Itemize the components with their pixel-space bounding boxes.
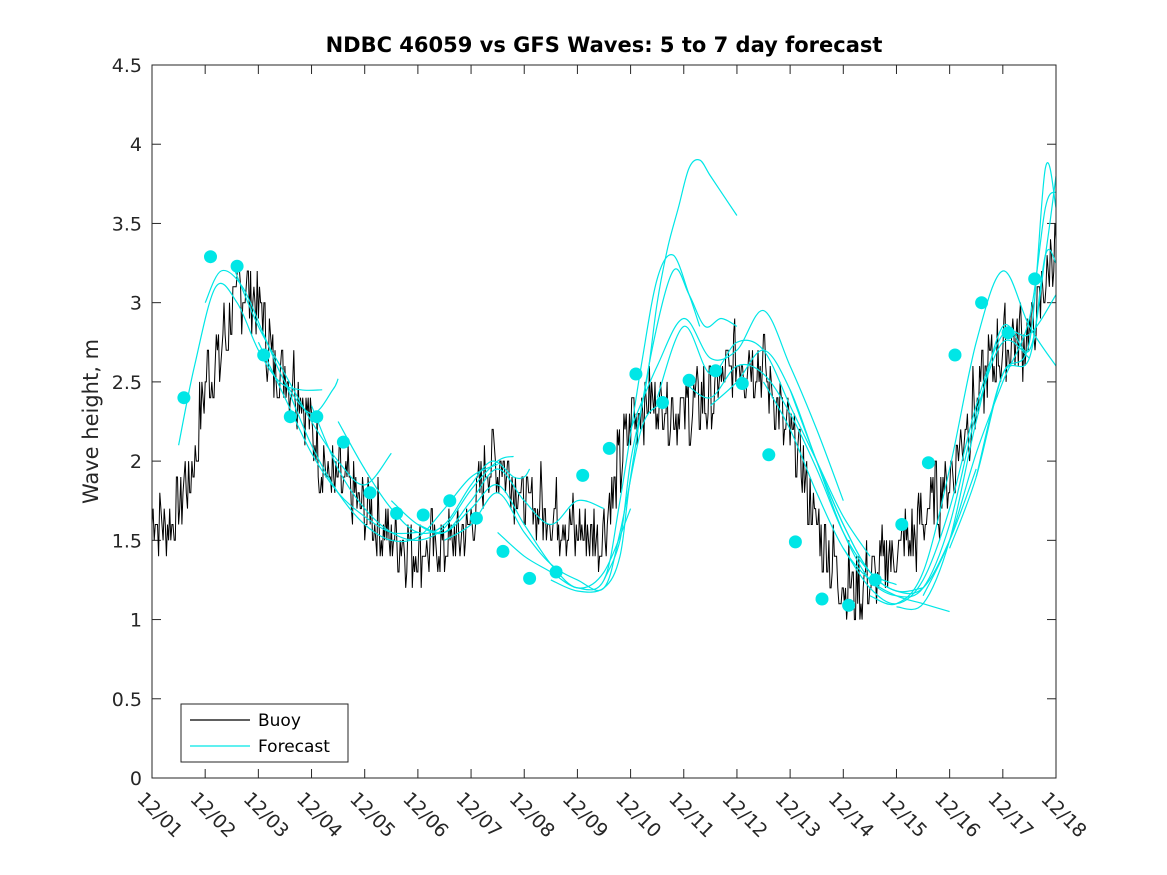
forecast-line: [869, 270, 1056, 606]
forecast-point: [576, 468, 590, 482]
forecast-series: [178, 159, 1056, 613]
forecast-point: [948, 348, 962, 362]
forecast-point: [762, 448, 776, 462]
forecast-point: [204, 250, 217, 264]
legend-label-buoy: Buoy: [258, 711, 301, 731]
forecast-line: [231, 262, 392, 486]
forecast-point: [230, 259, 244, 273]
forecast-point: [283, 410, 297, 424]
forecast-point: [629, 367, 643, 381]
legend: Buoy Forecast: [180, 703, 349, 763]
chart-title: NDBC 46059 vs GFS Waves: 5 to 7 day fore…: [326, 33, 883, 57]
forecast-line: [630, 310, 844, 501]
plot-frame: [151, 64, 1057, 779]
forecast-line: [683, 363, 897, 586]
forecast-point: [363, 486, 377, 500]
forecast-line: [603, 159, 738, 581]
forecast-line: [975, 248, 1056, 478]
forecast-line: [310, 405, 514, 542]
forecast-point: [1028, 272, 1042, 286]
forecast-point: [390, 506, 404, 520]
forecast-point: [177, 391, 191, 405]
y-tick-label: 1: [130, 610, 142, 632]
y-tick-label: 4.5: [112, 55, 142, 77]
forecast-point: [656, 396, 669, 409]
y-tick-label: 0.5: [112, 689, 142, 711]
forecast-line: [204, 269, 339, 415]
forecast-line: [842, 294, 1056, 605]
forecast-point: [815, 592, 829, 606]
forecast-line: [390, 468, 605, 535]
forecast-point: [709, 364, 723, 378]
forecast-point: [975, 296, 989, 310]
forecast-line: [497, 254, 701, 591]
y-tick-label: 0: [130, 768, 142, 790]
forecast-point: [842, 598, 856, 612]
y-axis-label: Wave height, m: [79, 339, 103, 504]
forecast-point: [735, 377, 749, 390]
y-tick-label: 4: [130, 134, 142, 156]
forecast-point: [257, 348, 271, 362]
forecast-point: [682, 373, 696, 387]
forecast-markers: [177, 250, 1042, 612]
forecast-line: [949, 162, 1056, 549]
forecast-point: [523, 571, 537, 585]
plot-area: [152, 65, 1056, 778]
forecast-line: [762, 381, 950, 613]
forecast-point: [1001, 326, 1015, 340]
y-tick-label: 2.5: [112, 372, 142, 394]
forecast-line: [284, 381, 498, 543]
forecast-point: [868, 573, 882, 587]
series-layer: [152, 159, 1056, 621]
y-tick-label: 3.5: [112, 213, 142, 235]
forecast-line: [816, 339, 1030, 598]
forecast-point: [336, 435, 350, 449]
forecast-point: [921, 456, 935, 470]
forecast-line: [922, 191, 1056, 597]
forecast-point: [549, 565, 563, 579]
y-tick-label: 3: [130, 293, 142, 315]
legend-box: [180, 703, 349, 763]
forecast-line: [444, 405, 658, 592]
y-tick-labels: 0 0.5 1 1.5 2 2.5 3 3.5 4 4.5: [112, 55, 142, 790]
forecast-point: [416, 508, 430, 522]
legend-label-forecast: Forecast: [258, 737, 330, 757]
forecast-point: [443, 494, 457, 508]
forecast-line: [178, 282, 323, 446]
y-tick-label: 2: [130, 451, 142, 473]
forecast-point: [895, 518, 909, 531]
y-tick-label: 1.5: [112, 530, 142, 552]
forecast-line: [337, 421, 531, 535]
forecast-point: [496, 544, 510, 558]
forecast-point: [602, 441, 616, 455]
forecast-point: [310, 410, 324, 424]
forecast-point: [788, 535, 802, 549]
forecast-point: [469, 511, 483, 525]
forecast-line: [417, 484, 632, 589]
